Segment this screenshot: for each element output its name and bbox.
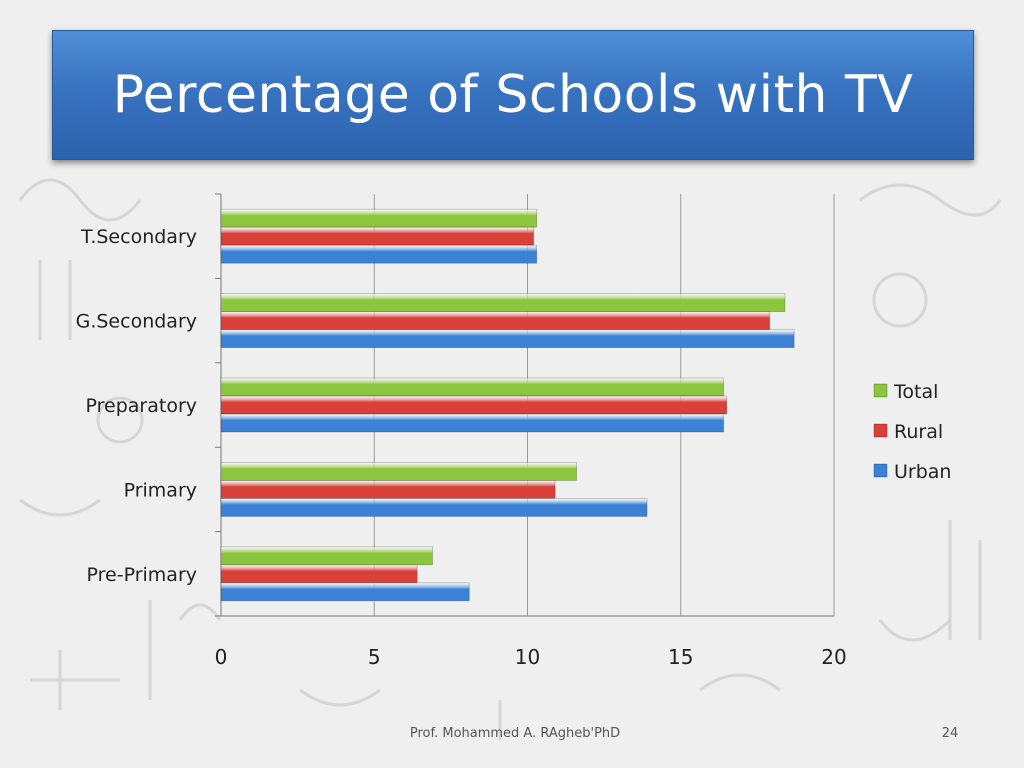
legend-label-urban: Urban xyxy=(894,461,951,483)
title-bar: Percentage of Schools with TV xyxy=(52,30,974,160)
y-tick-label: G.Secondary xyxy=(76,311,197,333)
bar-total xyxy=(220,208,538,228)
bar-rural xyxy=(220,479,556,499)
page-number: 24 xyxy=(941,726,959,741)
footer-author: Prof. Mohammed A. RAgheb'PhD xyxy=(409,726,621,741)
bar-rural xyxy=(220,226,535,246)
bar-urban xyxy=(220,413,725,433)
bar-total xyxy=(220,546,433,566)
y-tick-label: T.Secondary xyxy=(80,226,197,248)
bar-total xyxy=(220,293,786,313)
legend-label-rural: Rural xyxy=(894,421,943,443)
bar-urban xyxy=(220,329,795,349)
bar-rural xyxy=(220,564,418,584)
legend-swatch-rural xyxy=(873,423,888,438)
legend-label-total: Total xyxy=(893,381,938,403)
bar-rural xyxy=(220,311,771,331)
bar-total xyxy=(220,377,725,397)
x-tick-label: 10 xyxy=(515,645,540,669)
bar-urban xyxy=(220,244,538,264)
bar-rural xyxy=(220,395,728,415)
bar-urban xyxy=(220,582,470,602)
legend-swatch-total xyxy=(873,383,888,398)
y-tick-label: Pre-Primary xyxy=(87,564,197,586)
legend-swatch-urban xyxy=(873,463,888,478)
bar-urban xyxy=(220,497,648,517)
slide-title: Percentage of Schools with TV xyxy=(112,65,914,125)
x-tick-label: 0 xyxy=(215,645,228,669)
x-tick-label: 5 xyxy=(368,645,381,669)
y-tick-label: Preparatory xyxy=(86,395,198,417)
y-tick-label: Primary xyxy=(124,479,197,501)
x-tick-label: 15 xyxy=(668,645,693,669)
x-tick-label: 20 xyxy=(821,645,846,669)
bar-total xyxy=(220,461,577,481)
